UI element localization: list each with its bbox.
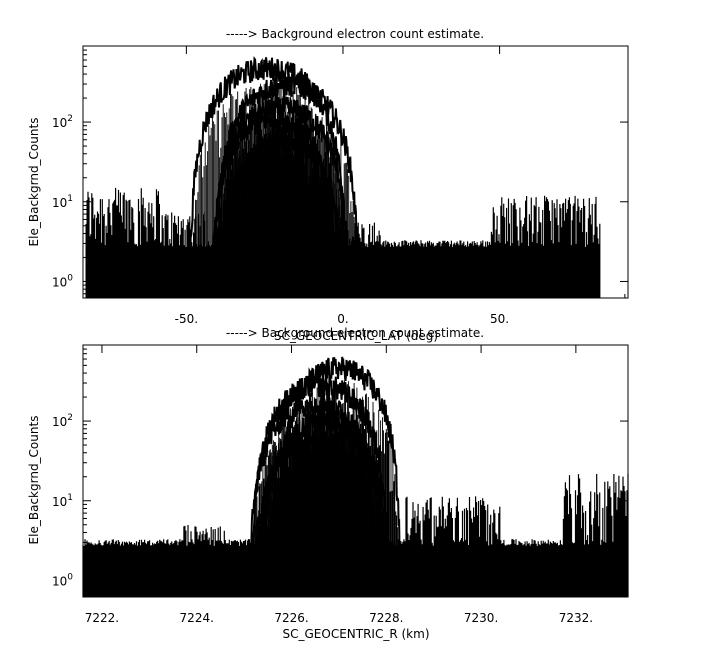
x-tick-label: 7222.	[85, 611, 119, 625]
x-axis-label-2: SC_GEOCENTRIC_R (km)	[283, 627, 430, 641]
x-tick-label: 50.	[490, 312, 509, 326]
chart-title-2: -----> Background electron count estimat…	[226, 326, 484, 340]
series-spikes-7	[276, 480, 354, 585]
x-tick-label: 7230.	[464, 611, 498, 625]
ticks-2: 7222. 7224. 7226. 7228. 7230. 7232. 100 101 102	[52, 344, 628, 625]
series-line-2	[250, 373, 390, 589]
panel-geocentric-lat: -----> Background electron count estimat…	[27, 27, 629, 343]
series-line-5	[252, 431, 369, 582]
y-tick-label: 100	[52, 273, 73, 289]
ticks-1: -50. 0. 50. 100 101 102	[52, 45, 628, 326]
x-tick-label: 7226.	[274, 611, 308, 625]
y-tick-label: 100	[52, 572, 73, 588]
series-line-3	[247, 393, 383, 586]
y-tick-label: 102	[52, 114, 73, 130]
chart-title-1: -----> Background electron count estimat…	[226, 27, 484, 41]
series-line-2	[213, 73, 360, 281]
y-tick-label: 102	[52, 413, 73, 429]
series-line-7	[232, 152, 322, 288]
x-tick-label: 0.	[337, 312, 348, 326]
series-line-4	[210, 107, 338, 291]
series-line-7	[276, 457, 355, 587]
y-tick-label: 101	[52, 194, 73, 210]
x-tick-label: 7228.	[369, 611, 403, 625]
series-line-1	[188, 56, 348, 294]
y-tick-label: 101	[52, 493, 73, 509]
x-tick-label: 7224.	[180, 611, 214, 625]
plot-area-2	[82, 356, 629, 597]
x-tick-label: 7232.	[559, 611, 593, 625]
plot-area-1	[85, 56, 601, 298]
y-axis-label-2: Ele_Backgrnd_Counts	[27, 416, 41, 545]
x-tick-label: -50.	[175, 312, 198, 326]
y-axis-label-1: Ele_Backgrnd_Counts	[27, 118, 41, 247]
axes-frame-2	[82, 344, 629, 598]
panel-geocentric-r: -----> Background electron count estimat…	[27, 326, 629, 641]
series-spikes-7	[232, 176, 322, 286]
x-axis-label-1: SC_GEOCENTRIC_LAT (deg)	[274, 329, 438, 343]
axes-frame-1	[82, 45, 629, 299]
